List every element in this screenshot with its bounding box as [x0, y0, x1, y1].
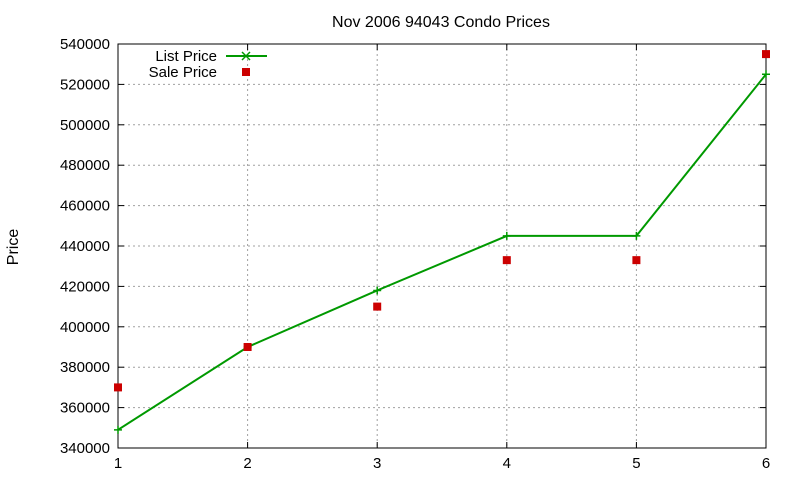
list-price-point	[502, 231, 511, 240]
list-price-point	[373, 286, 382, 295]
y-tick-label: 540000	[60, 36, 110, 53]
sale-price-point	[762, 50, 770, 59]
legend-label-sale-price: Sale Price	[149, 64, 217, 81]
y-tick-label: 500000	[60, 117, 110, 134]
gridlines	[118, 44, 766, 448]
y-tick-label: 360000	[60, 400, 110, 417]
x-tick-label: 5	[632, 455, 640, 472]
series-line-list-price	[117, 73, 767, 431]
x-axis-ticks: 1 2 3 4 5 6	[114, 44, 770, 472]
sale-price-point	[502, 256, 511, 265]
series-layer	[114, 50, 770, 434]
y-axis-label: Price	[5, 229, 22, 266]
y-tick-label: 460000	[60, 198, 110, 215]
legend-marker-sale-price	[242, 68, 250, 76]
y-tick-label: 400000	[60, 319, 110, 336]
legend: List Price Sale Price	[149, 48, 267, 81]
y-tick-label: 380000	[60, 359, 110, 376]
chart-title: Nov 2006 94043 Condo Prices	[332, 14, 550, 31]
list-price-point	[632, 231, 641, 240]
x-tick-label: 3	[373, 455, 381, 472]
y-tick-label: 420000	[60, 278, 110, 295]
y-tick-label: 340000	[60, 440, 110, 457]
x-tick-label: 4	[503, 455, 511, 472]
x-tick-label: 2	[243, 455, 251, 472]
legend-label-list-price: List Price	[155, 48, 217, 65]
y-tick-label: 520000	[60, 76, 110, 93]
y-tick-label: 440000	[60, 238, 110, 255]
sale-price-point	[243, 343, 252, 351]
y-tick-label: 480000	[60, 157, 110, 174]
x-tick-label: 6	[762, 455, 770, 472]
y-axis-ticks: 340000 360000 380000 400000 420000 440000 4600…	[60, 36, 766, 457]
x-tick-label: 1	[114, 455, 122, 472]
legend-marker-list-price	[241, 51, 251, 61]
sale-price-point	[373, 302, 382, 311]
list-price-point	[762, 70, 770, 79]
sale-price-point	[632, 256, 641, 265]
sale-price-point	[114, 383, 122, 392]
list-price-point	[114, 425, 122, 434]
